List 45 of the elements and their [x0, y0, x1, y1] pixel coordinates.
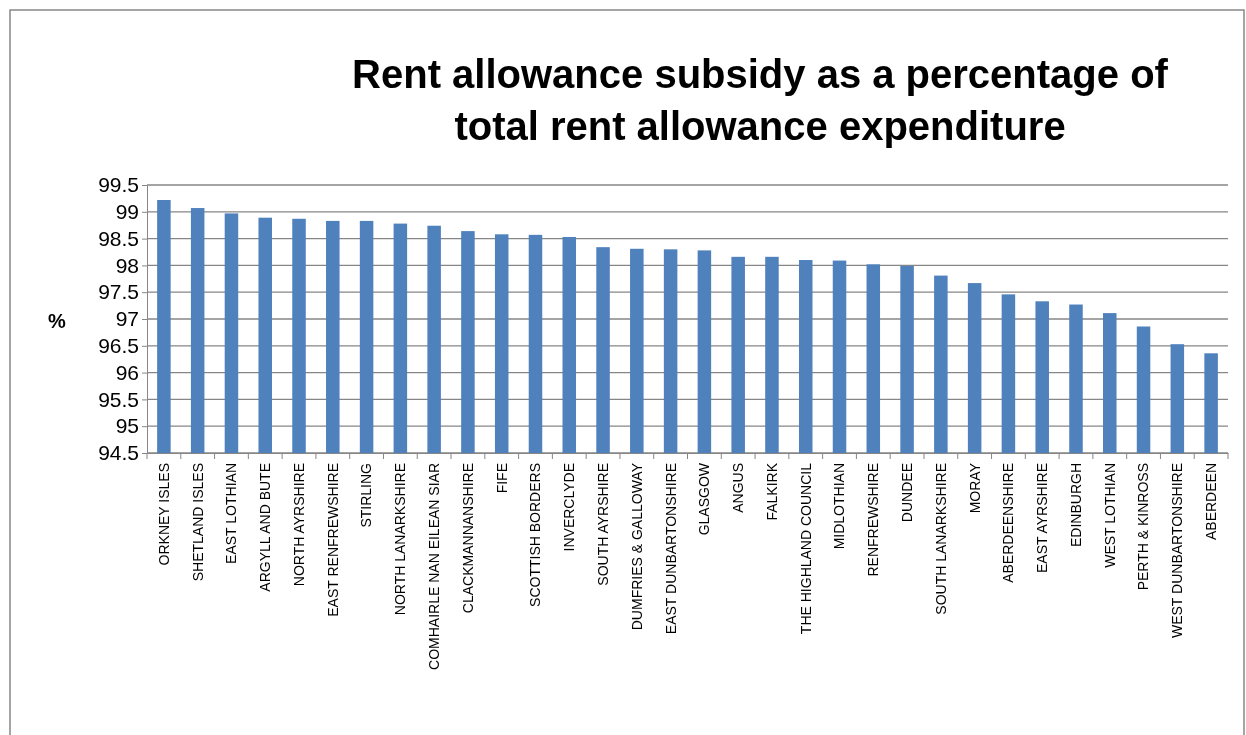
x-tick-label: WEST DUNBARTONSHIRE — [1169, 463, 1186, 639]
x-tick-label: STIRLING — [358, 463, 375, 528]
y-tick-label: 94.5 — [98, 441, 139, 465]
y-tick-label: 98 — [115, 253, 139, 277]
x-tick-label: EAST AYRSHIRE — [1034, 463, 1051, 573]
x-tick-label: ARGYLL AND BUTE — [257, 463, 274, 592]
x-tick-label: SOUTH LANARKSHIRE — [932, 463, 949, 615]
x-tick-label: ABERDEENSHIRE — [1000, 463, 1017, 583]
y-tick-label: 95.5 — [98, 387, 139, 411]
x-tick-label: NORTH LANARKSHIRE — [392, 463, 409, 616]
x-tick-label: EAST LOTHIAN — [223, 463, 240, 564]
x-tick-label: GLASGOW — [696, 462, 713, 536]
x-tick-label: MIDLOTHIAN — [831, 463, 848, 550]
x-tick-label: INVERCLYDE — [561, 463, 578, 552]
y-axis-title: % — [48, 310, 67, 332]
x-tick-label: FIFE — [493, 463, 510, 494]
x-tick-label: THE HIGHLAND COUNCIL — [797, 462, 814, 635]
x-tick-label: WEST LOTHIAN — [1101, 463, 1118, 568]
x-tick-label: CLACKMANNANSHIRE — [459, 463, 476, 614]
x-tick-label: EAST DUNBARTONSHIRE — [662, 463, 679, 635]
x-tick-label: SHETLAND ISLES — [189, 463, 206, 582]
y-tick-label: 96 — [115, 360, 139, 384]
x-tick-label: MORAY — [966, 462, 983, 514]
x-tick-label: DUMFRIES & GALLOWAY — [628, 462, 645, 631]
y-tick-label: 98.5 — [98, 226, 139, 250]
y-tick-label: 96.5 — [98, 334, 139, 358]
x-tick-label: NORTH AYRSHIRE — [290, 463, 307, 587]
x-tick-label: SCOTTISH BORDERS — [527, 463, 544, 607]
y-tick-label: 99.5 — [98, 173, 139, 197]
x-tick-label: EDINBURGH — [1067, 463, 1084, 548]
x-tick-label: FALKIRK — [763, 462, 780, 521]
y-tick-label: 95 — [115, 414, 139, 438]
y-tick-label: 99 — [115, 200, 139, 224]
x-tick-label: PERTH & KINROSS — [1135, 463, 1152, 591]
x-tick-label: ANGUS — [730, 463, 747, 513]
chart-title: Rent allowance subsidy as a percentage of total rent allowance expenditure — [352, 52, 1169, 148]
y-tick-label: 97 — [115, 307, 139, 331]
x-tick-label: EAST RENFREWSHIRE — [324, 463, 341, 617]
x-tick-label: COMHAIRLE NAN EILEAN SIAR — [426, 463, 443, 670]
y-tick-label: 97.5 — [98, 280, 139, 304]
x-tick-label: RENFREWSHIRE — [865, 463, 882, 577]
x-tick-label: ORKNEY ISLES — [155, 463, 172, 566]
x-tick-label: ABERDEEN — [1203, 463, 1220, 541]
x-tick-label: SOUTH AYRSHIRE — [594, 463, 611, 586]
x-tick-label: DUNDEE — [898, 463, 915, 523]
